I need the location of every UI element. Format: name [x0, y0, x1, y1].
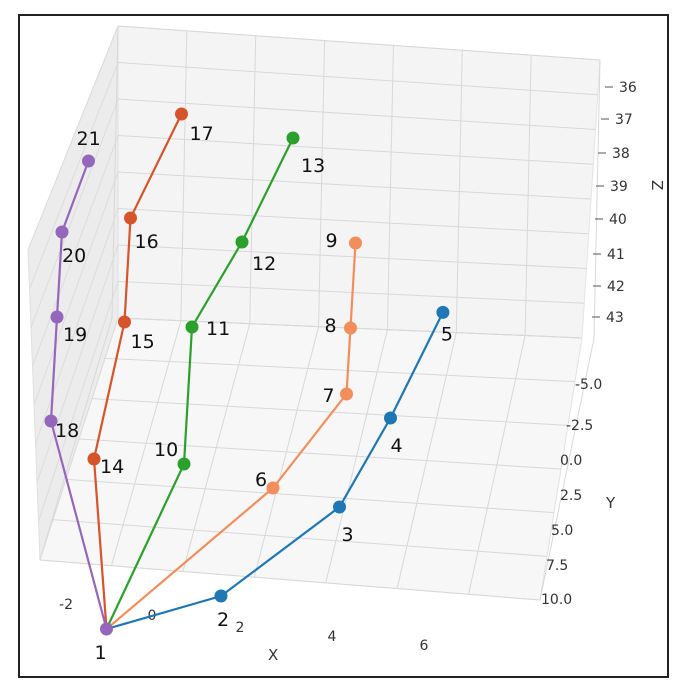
keypoint-label: 13: [301, 155, 325, 177]
z-axis-label: Z: [648, 180, 666, 190]
keypoint-marker: [55, 225, 69, 239]
keypoint-label: 12: [252, 253, 276, 275]
keypoint-label: 19: [63, 324, 87, 346]
z-tick-label: 37: [615, 112, 633, 128]
keypoint-label: 8: [325, 315, 337, 337]
keypoint-label: 11: [206, 318, 230, 340]
keypoint-label: 10: [154, 439, 178, 461]
keypoint-marker: [344, 321, 357, 335]
y-tick-label: 10.0: [541, 592, 572, 608]
keypoint-label: 21: [77, 128, 101, 150]
x-axis-label: X: [268, 646, 278, 664]
grid-lines: [27, 25, 601, 601]
keypoint-label: 4: [391, 435, 403, 457]
keypoint-marker: [87, 452, 101, 466]
keypoint-label: 2: [217, 609, 229, 631]
keypoint-marker: [436, 305, 450, 319]
keypoint-marker: [118, 315, 131, 329]
keypoint-marker: [100, 622, 113, 636]
keypoint-marker: [214, 589, 228, 603]
keypoint-marker: [124, 211, 137, 225]
z-tick-label: 42: [607, 279, 625, 295]
y-tick-label: 7.5: [546, 558, 568, 574]
keypoint-label: 3: [342, 524, 354, 546]
keypoint-label: 15: [131, 331, 155, 353]
keypoint-marker: [177, 457, 191, 471]
z-tick-label: 38: [612, 146, 630, 162]
y-tick-label: 5.0: [551, 523, 573, 539]
x-tick-label: 4: [328, 629, 337, 645]
keypoint-label: 17: [190, 123, 214, 145]
series-points: [44, 107, 450, 636]
keypoint-label: 6: [255, 469, 267, 491]
keypoint-label: 14: [100, 456, 124, 478]
y-axis-label: Y: [605, 494, 616, 512]
z-tick-label: 39: [610, 179, 628, 195]
y-tick-label: -2.5: [566, 418, 593, 434]
keypoint-marker: [384, 411, 397, 425]
keypoint-label: 5: [441, 323, 453, 345]
keypoint-marker: [44, 414, 58, 428]
keypoint-label: 18: [55, 420, 79, 442]
x-tick-label: -2: [59, 597, 73, 613]
y-tick-label: 2.5: [560, 488, 582, 504]
z-tick-label: 41: [607, 247, 625, 263]
x-tick-label: 2: [236, 620, 245, 636]
keypoint-marker: [175, 107, 188, 121]
y-tick-label: -5.0: [575, 377, 602, 393]
keypoint-label: 16: [135, 231, 159, 253]
keypoint-marker: [266, 481, 280, 495]
keypoint-marker: [185, 320, 199, 334]
x-tick-label: 6: [420, 638, 429, 654]
keypoint-marker: [82, 154, 95, 168]
keypoint-marker: [286, 131, 300, 145]
keypoint-label: 1: [95, 642, 107, 664]
back-pane: [117, 25, 601, 339]
z-tick-label: 43: [606, 310, 624, 326]
keypoint-marker: [349, 236, 362, 250]
keypoint-label: 7: [323, 385, 335, 407]
axes: -20246-5.0-2.50.02.55.07.510.03637383940…: [59, 80, 666, 664]
keypoint-marker: [50, 310, 64, 324]
keypoint-label: 9: [326, 230, 338, 252]
keypoint-marker: [333, 500, 346, 514]
z-tick-label: 36: [619, 80, 637, 96]
keypoint-label: 20: [62, 245, 86, 267]
y-tick-label: 0.0: [560, 453, 582, 469]
keypoint-marker: [235, 235, 249, 249]
z-tick-label: 40: [609, 212, 627, 228]
keypoint-marker: [340, 387, 353, 401]
